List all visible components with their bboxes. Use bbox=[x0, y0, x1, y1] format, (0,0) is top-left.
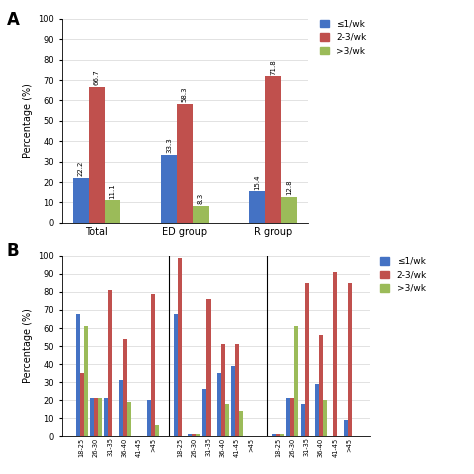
Bar bbox=[249, 191, 265, 223]
Text: A: A bbox=[8, 11, 20, 29]
Text: 33.3: 33.3 bbox=[166, 137, 172, 153]
Text: 58.3: 58.3 bbox=[182, 87, 188, 102]
Bar bbox=[276, 434, 280, 436]
Bar bbox=[344, 420, 347, 436]
Bar bbox=[291, 398, 294, 436]
Bar bbox=[127, 402, 131, 436]
Bar bbox=[301, 404, 305, 436]
Bar bbox=[305, 283, 309, 436]
Bar bbox=[225, 404, 229, 436]
Bar bbox=[333, 272, 337, 436]
Bar bbox=[207, 299, 210, 436]
Legend: ≤1/wk, 2-3/wk, >3/wk: ≤1/wk, 2-3/wk, >3/wk bbox=[320, 19, 366, 55]
Bar bbox=[315, 384, 319, 436]
Y-axis label: Percentage (%): Percentage (%) bbox=[23, 83, 33, 158]
Y-axis label: Percentage (%): Percentage (%) bbox=[23, 309, 33, 383]
Bar bbox=[178, 258, 182, 436]
Text: 15.4: 15.4 bbox=[254, 174, 260, 190]
Bar bbox=[94, 398, 98, 436]
Bar bbox=[193, 206, 209, 223]
Bar bbox=[281, 197, 297, 223]
Bar bbox=[73, 178, 89, 223]
Bar bbox=[105, 200, 120, 223]
Bar bbox=[196, 434, 200, 436]
Text: 71.8: 71.8 bbox=[270, 59, 276, 75]
Bar bbox=[188, 434, 192, 436]
Legend: ≤1/wk, 2-3/wk, >3/wk: ≤1/wk, 2-3/wk, >3/wk bbox=[381, 257, 427, 293]
Text: 12.8: 12.8 bbox=[286, 180, 292, 195]
Bar bbox=[265, 76, 281, 223]
Bar bbox=[155, 425, 159, 436]
Bar bbox=[235, 344, 239, 436]
Bar bbox=[123, 339, 127, 436]
Bar bbox=[217, 373, 221, 436]
Text: 11.1: 11.1 bbox=[109, 183, 116, 199]
Bar bbox=[221, 344, 225, 436]
Bar bbox=[147, 400, 151, 436]
Bar bbox=[202, 389, 207, 436]
Text: B: B bbox=[6, 242, 19, 260]
Bar bbox=[323, 400, 327, 436]
Bar bbox=[84, 326, 88, 436]
Bar bbox=[347, 283, 352, 436]
Bar bbox=[280, 434, 284, 436]
Bar bbox=[177, 104, 193, 223]
Bar bbox=[286, 398, 291, 436]
Bar bbox=[192, 434, 196, 436]
Text: 66.7: 66.7 bbox=[94, 70, 100, 85]
Bar bbox=[98, 398, 102, 436]
Bar bbox=[231, 366, 235, 436]
Bar bbox=[272, 434, 276, 436]
Text: 22.2: 22.2 bbox=[78, 161, 84, 176]
Bar bbox=[294, 326, 299, 436]
Bar bbox=[239, 411, 243, 436]
Bar bbox=[319, 335, 323, 436]
Bar bbox=[80, 373, 84, 436]
Bar bbox=[90, 398, 94, 436]
Bar bbox=[174, 314, 178, 436]
Bar bbox=[118, 380, 123, 436]
Text: 8.3: 8.3 bbox=[198, 193, 204, 204]
Bar bbox=[151, 294, 155, 436]
Bar bbox=[104, 398, 108, 436]
Bar bbox=[161, 155, 177, 223]
Bar bbox=[76, 314, 80, 436]
Bar bbox=[108, 290, 112, 436]
Bar bbox=[89, 87, 105, 223]
